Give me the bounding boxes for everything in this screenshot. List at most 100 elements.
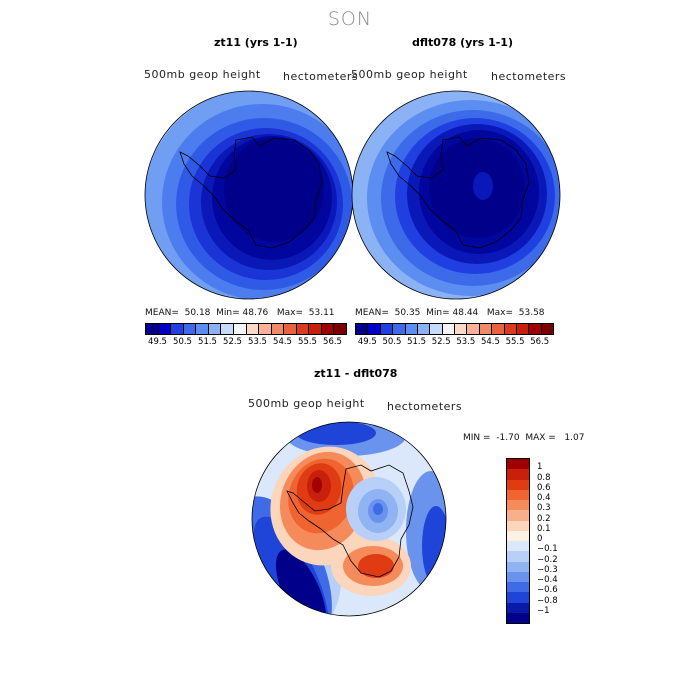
left-stats: MEAN= 50.18 Min= 48.76 Max= 53.11 bbox=[145, 308, 335, 318]
diff-colorbar-tick-label: −0.4 bbox=[537, 575, 558, 585]
colorbar-tick-label: 50.5 bbox=[382, 337, 402, 347]
colorbar-swatch bbox=[207, 324, 221, 334]
diff-stats: MIN = -1.70 MAX = 1.07 bbox=[463, 433, 585, 443]
colorbar-tick-label: 49.5 bbox=[357, 337, 377, 347]
diff-colorbar-tick-label: 0.1 bbox=[537, 523, 551, 534]
right-colorbar-ticks: 49.5 50.5 51.5 52.5 53.5 54.5 55.5 56.5 bbox=[355, 337, 552, 349]
left-variable-label: 500mb geop height bbox=[144, 68, 261, 81]
diff-colorbar-swatch bbox=[507, 530, 529, 541]
colorbar-swatch bbox=[356, 324, 368, 334]
diff-units-label: hectometers bbox=[387, 400, 463, 413]
diff-colorbar-tick-label: −0.3 bbox=[537, 564, 558, 575]
colorbar-swatch bbox=[157, 324, 171, 334]
right-stats: MEAN= 50.35 Min= 48.44 Max= 53.58 bbox=[355, 308, 545, 318]
left-coastline bbox=[179, 136, 323, 249]
right-map bbox=[351, 90, 561, 300]
colorbar-tick-label: 55.5 bbox=[505, 337, 525, 347]
colorbar-tick-label: 52.5 bbox=[223, 337, 242, 347]
diff-colorbar-tick-label: 0.3 bbox=[537, 503, 551, 514]
diff-colorbar-tick-label: 0 bbox=[537, 534, 543, 544]
colorbar-swatch bbox=[466, 324, 479, 334]
colorbar-swatch bbox=[295, 324, 309, 334]
diff-colorbar-swatch bbox=[507, 541, 529, 552]
diff-colorbar-ticks: 1 0.8 0.6 0.4 0.3 0.2 0.1 0 −0.1 −0.2 −0.3 −0.4 −0.6… bbox=[537, 458, 577, 622]
colorbar-swatch bbox=[491, 324, 504, 334]
right-colorbar bbox=[355, 323, 554, 335]
diff-colorbar-swatch bbox=[507, 612, 529, 623]
colorbar-tick-label: 56.5 bbox=[530, 337, 550, 347]
colorbar-swatch bbox=[195, 324, 208, 334]
colorbar-swatch bbox=[220, 324, 233, 334]
colorbar-tick-label: 55.5 bbox=[298, 337, 317, 347]
diff-variable-label: 500mb geop height bbox=[248, 397, 365, 410]
diff-colorbar-swatch bbox=[507, 510, 529, 521]
colorbar-swatch bbox=[146, 324, 158, 334]
colorbar-swatch bbox=[429, 324, 442, 334]
colorbar-swatch bbox=[478, 324, 492, 334]
diff-colorbar-tick-label: 0.4 bbox=[537, 493, 551, 503]
diff-colorbar-tick-label: 1 bbox=[537, 462, 543, 473]
right-panel-title: dflt078 (yrs 1-1) bbox=[412, 36, 513, 49]
diff-colorbar-tick-label: −0.1 bbox=[537, 544, 558, 555]
colorbar-tick-label: 51.5 bbox=[407, 337, 427, 347]
colorbar-swatch bbox=[392, 324, 405, 334]
diff-colorbar-swatch bbox=[507, 602, 529, 613]
colorbar-swatch bbox=[528, 324, 541, 334]
diff-colorbar-tick-label: −1 bbox=[537, 605, 550, 616]
colorbar-tick-label: 52.5 bbox=[431, 337, 451, 347]
colorbar-swatch bbox=[258, 324, 271, 334]
colorbar-tick-label: 56.5 bbox=[323, 337, 342, 347]
left-colorbar-ticks: 49.5 50.5 51.5 52.5 53.5 54.5 55.5 56.5 bbox=[145, 337, 345, 349]
diff-colorbar-tick-label: −0.6 bbox=[537, 585, 558, 596]
colorbar-swatch bbox=[503, 324, 516, 334]
diff-colorbar-swatch bbox=[507, 582, 529, 593]
left-panel-title: zt11 (yrs 1-1) bbox=[214, 36, 298, 49]
colorbar-swatch bbox=[454, 324, 467, 334]
diff-colorbar bbox=[506, 458, 530, 624]
diff-colorbar-swatch bbox=[507, 500, 529, 511]
diff-colorbar-swatch bbox=[507, 520, 529, 531]
colorbar-swatch bbox=[170, 324, 183, 334]
colorbar-swatch bbox=[515, 324, 529, 334]
colorbar-swatch bbox=[416, 324, 430, 334]
diff-colorbar-swatch bbox=[507, 592, 529, 603]
colorbar-tick-label: 53.5 bbox=[248, 337, 267, 347]
diff-panel-title: zt11 - dflt078 bbox=[314, 367, 398, 380]
right-coastline bbox=[386, 136, 530, 249]
left-colorbar bbox=[145, 323, 347, 335]
colorbar-swatch bbox=[333, 324, 346, 334]
diff-colorbar-swatch bbox=[507, 571, 529, 582]
colorbar-swatch bbox=[283, 324, 296, 334]
diff-colorbar-tick-label: −0.2 bbox=[537, 554, 558, 565]
colorbar-swatch bbox=[540, 324, 553, 334]
diff-colorbar-swatch bbox=[507, 479, 529, 490]
colorbar-swatch bbox=[404, 324, 417, 334]
colorbar-swatch bbox=[320, 324, 334, 334]
colorbar-tick-label: 49.5 bbox=[148, 337, 167, 347]
colorbar-swatch bbox=[270, 324, 284, 334]
colorbar-swatch bbox=[245, 324, 259, 334]
colorbar-tick-label: 54.5 bbox=[480, 337, 500, 347]
figure-title: SON bbox=[327, 8, 373, 30]
diff-colorbar-tick-label: 0.6 bbox=[537, 482, 551, 493]
diff-colorbar-tick-label: −0.8 bbox=[537, 595, 558, 606]
diff-colorbar-swatch bbox=[507, 551, 529, 562]
left-map bbox=[144, 90, 354, 300]
diff-colorbar-tick-label: 0.8 bbox=[537, 472, 551, 483]
right-variable-label: 500mb geop height bbox=[351, 68, 468, 81]
diff-colorbar-swatch bbox=[507, 489, 529, 500]
colorbar-swatch bbox=[308, 324, 321, 334]
colorbar-swatch bbox=[232, 324, 246, 334]
colorbar-swatch bbox=[367, 324, 380, 334]
colorbar-tick-label: 53.5 bbox=[456, 337, 476, 347]
colorbar-swatch bbox=[182, 324, 196, 334]
diff-colorbar-swatch bbox=[507, 459, 529, 470]
colorbar-tick-label: 50.5 bbox=[173, 337, 192, 347]
diff-colorbar-tick-label: 0.2 bbox=[537, 513, 551, 524]
colorbar-tick-label: 51.5 bbox=[198, 337, 217, 347]
diff-colorbar-swatch bbox=[507, 561, 529, 572]
right-units-label: hectometers bbox=[491, 70, 567, 83]
left-units-label: hectometers bbox=[283, 70, 359, 83]
colorbar-swatch bbox=[441, 324, 454, 334]
diff-colorbar-swatch bbox=[507, 469, 529, 480]
